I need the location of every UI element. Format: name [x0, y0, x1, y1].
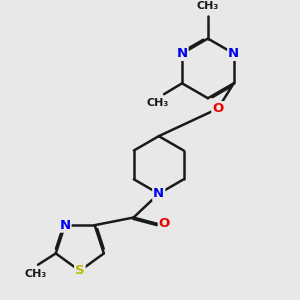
Text: N: N [153, 187, 164, 200]
Text: N: N [59, 219, 70, 232]
Text: CH₃: CH₃ [147, 98, 169, 108]
Text: S: S [75, 264, 85, 278]
Text: CH₃: CH₃ [24, 269, 46, 279]
Text: O: O [159, 218, 170, 230]
Text: N: N [228, 47, 239, 60]
Text: CH₃: CH₃ [197, 1, 219, 11]
Text: O: O [212, 102, 224, 115]
Text: N: N [176, 47, 188, 60]
